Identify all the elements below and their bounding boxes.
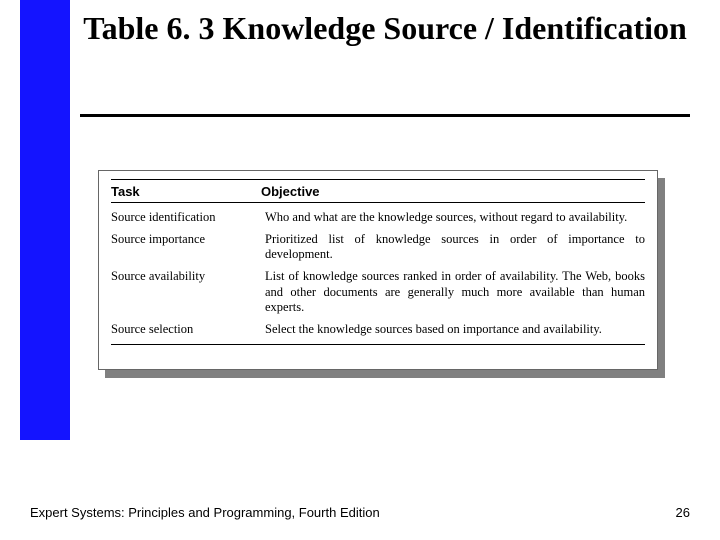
accent-bar — [20, 0, 70, 440]
cell-objective: Who and what are the knowledge sources, … — [261, 210, 645, 226]
table: Task Objective Source identification Who… — [98, 170, 658, 370]
table-row: Source importance Prioritized list of kn… — [111, 229, 645, 266]
table-bottom-rule — [111, 344, 645, 345]
header-task: Task — [111, 184, 261, 199]
table-row: Source availability List of knowledge so… — [111, 266, 645, 319]
cell-objective: Select the knowledge sources based on im… — [261, 322, 645, 338]
cell-task: Source selection — [111, 322, 261, 338]
table-row: Source selection Select the knowledge so… — [111, 319, 645, 341]
slide: Table 6. 3 Knowledge Source / Identifica… — [0, 0, 720, 540]
title-wrap: Table 6. 3 Knowledge Source / Identifica… — [80, 10, 690, 47]
title-rule — [80, 114, 690, 117]
cell-objective: List of knowledge sources ranked in orde… — [261, 269, 645, 316]
footer-text: Expert Systems: Principles and Programmi… — [30, 505, 380, 520]
slide-title: Table 6. 3 Knowledge Source / Identifica… — [80, 10, 690, 47]
cell-task: Source identification — [111, 210, 261, 226]
table-row: Source identification Who and what are t… — [111, 207, 645, 229]
cell-task: Source availability — [111, 269, 261, 316]
table-header-rule — [111, 202, 645, 203]
cell-task: Source importance — [111, 232, 261, 263]
cell-objective: Prioritized list of knowledge sources in… — [261, 232, 645, 263]
table-header-row: Task Objective — [111, 182, 645, 201]
header-objective: Objective — [261, 184, 645, 199]
page-number: 26 — [676, 505, 690, 520]
table-top-rule — [111, 179, 645, 180]
